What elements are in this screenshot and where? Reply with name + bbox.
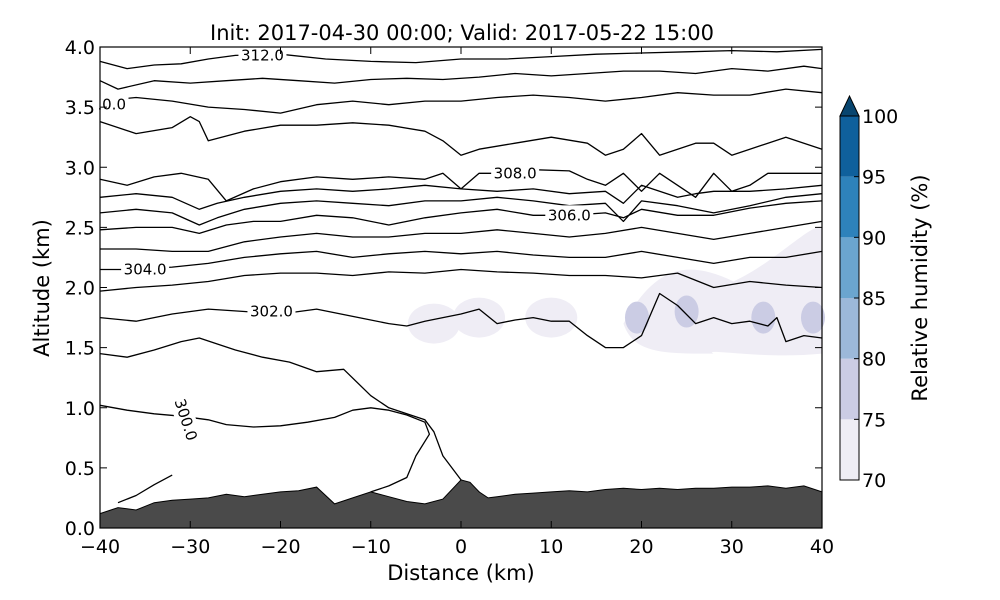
contour-label: 306.0 bbox=[545, 205, 594, 226]
y-tick-label: 0.0 bbox=[65, 518, 95, 540]
humidity-patch bbox=[624, 295, 825, 334]
humidity-blob bbox=[525, 297, 578, 338]
contour-line bbox=[99, 116, 823, 156]
contour-line bbox=[99, 337, 480, 493]
colorbar-segment bbox=[840, 237, 859, 298]
contour-line bbox=[99, 200, 823, 235]
x-tick-label: −40 bbox=[80, 536, 120, 558]
contour-line bbox=[99, 88, 823, 114]
colorbar-tick-label: 80 bbox=[862, 349, 886, 371]
y-axis: 0.0 0.5 1.0 1.5 2.0 2.5 3.0 3.5 4.0 bbox=[65, 37, 822, 540]
terrain bbox=[99, 479, 823, 529]
x-tick-label: −30 bbox=[170, 536, 210, 558]
humidity-blob bbox=[751, 301, 776, 334]
colorbar: 70 75 80 85 90 95 100 bbox=[839, 94, 898, 492]
contour-line bbox=[117, 474, 173, 504]
y-tick-label: 2.5 bbox=[65, 217, 95, 239]
contour-label: 304.0 bbox=[121, 259, 170, 280]
x-tick-label: 40 bbox=[810, 536, 834, 558]
colorbar-segment bbox=[840, 116, 859, 177]
colorbar-tick-label: 75 bbox=[862, 409, 886, 431]
y-tick-label: 3.5 bbox=[65, 97, 95, 119]
contour-line bbox=[99, 48, 823, 70]
contour-line bbox=[100, 250, 823, 271]
x-axis: −40 −30 −20 −10 0 10 20 30 40 bbox=[80, 47, 834, 558]
humidity-blob bbox=[800, 301, 825, 334]
contour-line bbox=[99, 292, 823, 349]
y-axis-label: Altitude (km) bbox=[30, 219, 54, 357]
y-tick-label: 2.0 bbox=[65, 278, 95, 300]
colorbar-label: Relative humidity (%) bbox=[908, 174, 932, 401]
contour-label: 312.0 bbox=[238, 45, 287, 66]
colorbar-segment bbox=[840, 176, 859, 238]
x-tick-label: −20 bbox=[260, 536, 300, 558]
colorbar-segment bbox=[840, 298, 859, 359]
colorbar-tick-label: 100 bbox=[862, 106, 898, 128]
contour-line bbox=[99, 268, 823, 292]
contour-label-text: 312.0 bbox=[241, 46, 284, 64]
humidity-layer bbox=[407, 226, 825, 356]
contour-line bbox=[99, 193, 823, 226]
contour-label: 308.0 bbox=[491, 163, 540, 184]
humidity-patch bbox=[407, 297, 578, 344]
contour-label-text: 304.0 bbox=[124, 260, 167, 278]
y-tick-label: 1.5 bbox=[65, 338, 95, 360]
y-tick-label: 0.5 bbox=[65, 458, 95, 480]
x-axis-label: Distance (km) bbox=[387, 561, 535, 585]
humidity-blob bbox=[674, 295, 699, 328]
colorbar-extend-triangle bbox=[839, 94, 860, 117]
colorbar-tick-label: 90 bbox=[862, 227, 886, 249]
y-tick-label: 1.0 bbox=[65, 398, 95, 420]
colorbar-segment bbox=[840, 419, 859, 480]
x-tick-label: 30 bbox=[720, 536, 744, 558]
humidity-blob bbox=[407, 303, 460, 344]
y-tick-label: 4.0 bbox=[65, 37, 95, 59]
humidity-blob bbox=[453, 297, 506, 338]
colorbar-segment bbox=[840, 358, 859, 420]
colorbar-tick-label: 70 bbox=[862, 470, 886, 492]
chart-title: Init: 2017-04-30 00:00; Valid: 2017-05-2… bbox=[210, 21, 714, 45]
terrain-layer bbox=[99, 479, 823, 529]
humidity-blob bbox=[624, 301, 649, 334]
contour-label-text: 302.0 bbox=[250, 303, 293, 321]
x-tick-label: −10 bbox=[351, 536, 391, 558]
y-tick-label: 3.0 bbox=[65, 157, 95, 179]
x-tick-label: 10 bbox=[539, 536, 563, 558]
x-tick-label: 0 bbox=[455, 536, 467, 558]
colorbar-tick-label: 85 bbox=[862, 288, 886, 310]
contour-label: 302.0 bbox=[247, 301, 296, 322]
contour-line bbox=[100, 220, 823, 253]
colorbar-tick-label: 95 bbox=[862, 167, 886, 189]
contour-label-text: 308.0 bbox=[494, 164, 537, 182]
contour-label-text: 306.0 bbox=[548, 206, 591, 224]
contour-layer bbox=[99, 48, 823, 504]
contour-line bbox=[99, 65, 823, 90]
x-tick-label: 20 bbox=[629, 536, 653, 558]
